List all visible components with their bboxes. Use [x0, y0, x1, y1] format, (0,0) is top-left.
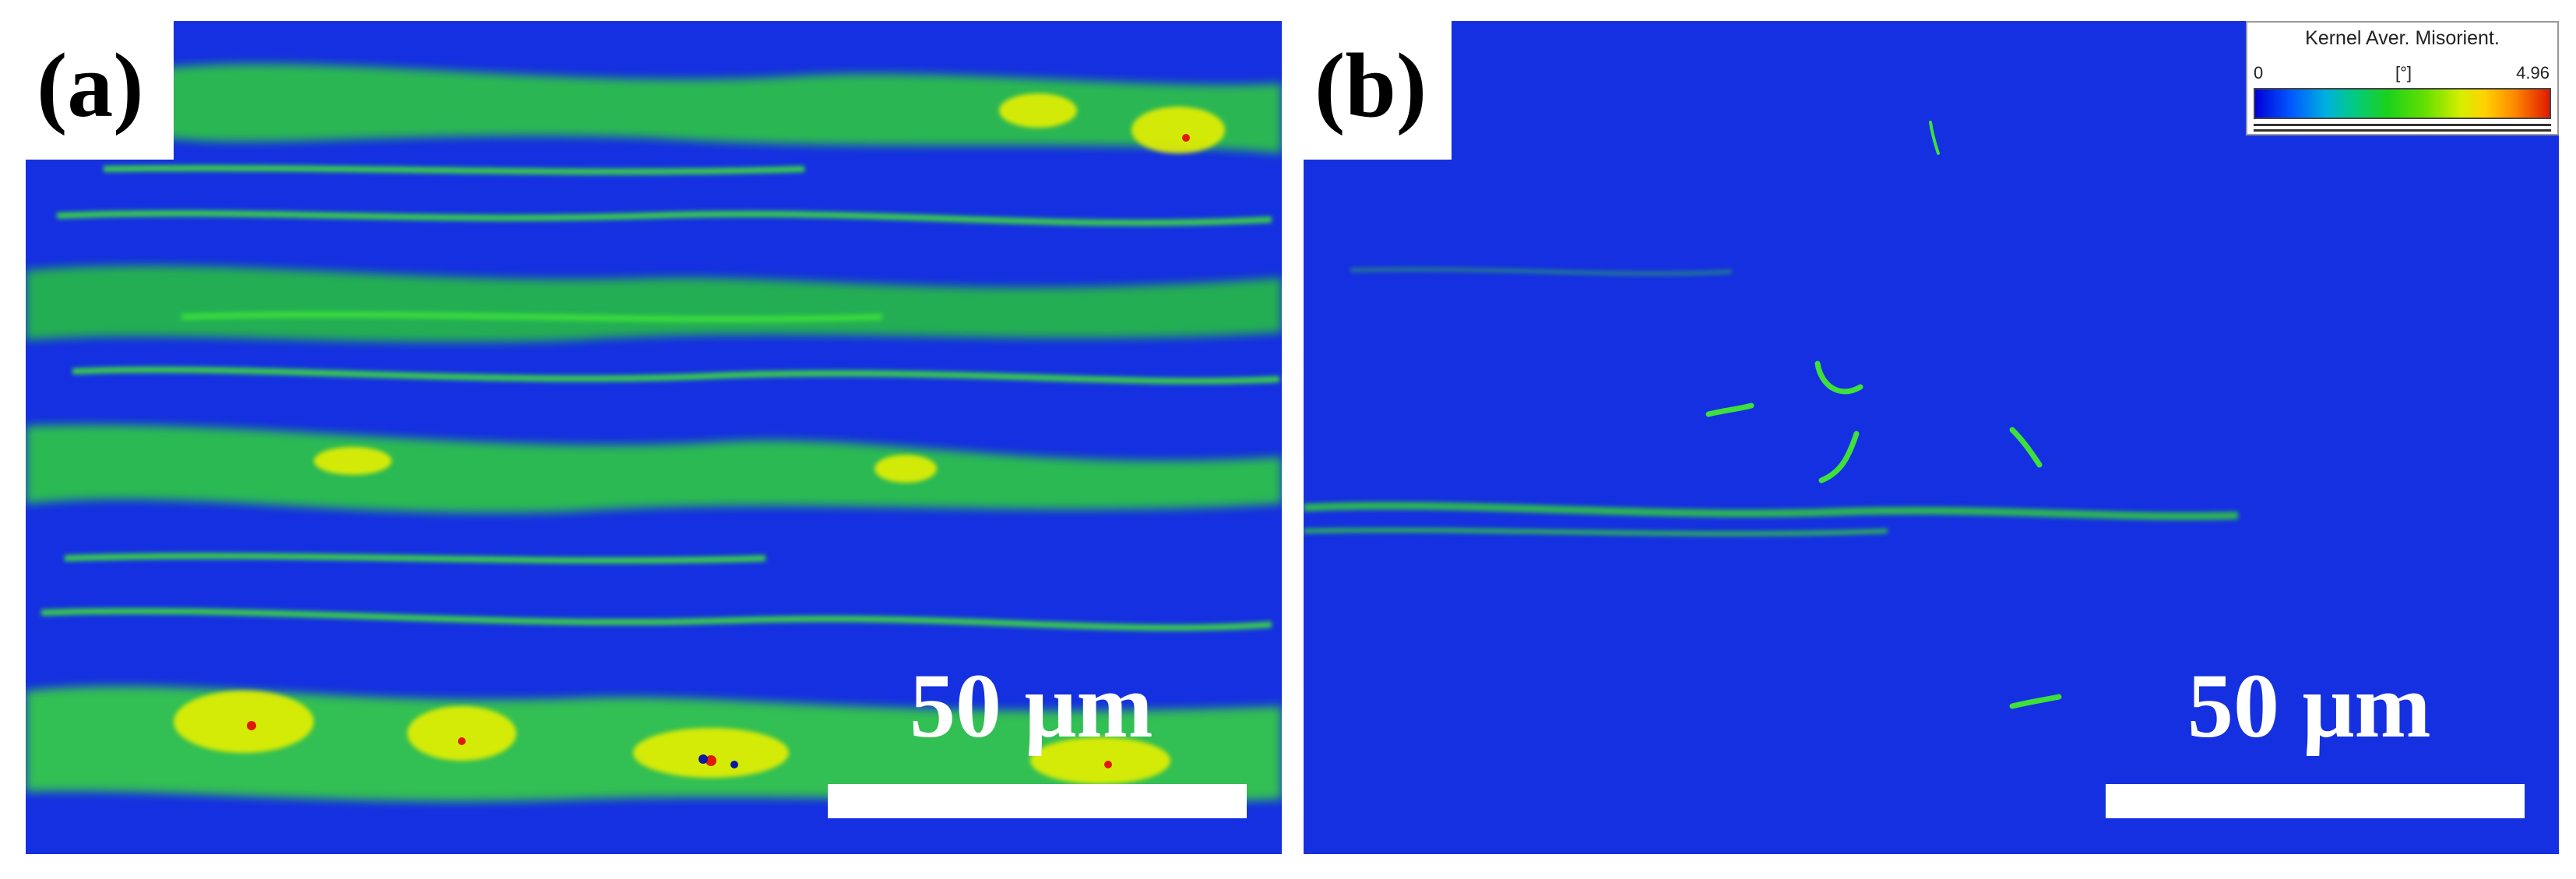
scale-bar-label-a: 50 μm	[910, 655, 1153, 757]
kam-map-a-image	[26, 21, 1282, 854]
scale-bar-a	[828, 784, 1247, 818]
legend-unit: [°]	[2395, 63, 2412, 83]
color-legend: Kernel Aver. Misorient. 0 [°] 4.96	[2246, 21, 2559, 135]
legend-divider-line	[2254, 129, 2551, 132]
panel-label-box-a: (a)	[26, 21, 174, 160]
legend-color-gradient	[2254, 88, 2551, 119]
panel-b-kam-map: (b) Kernel Aver. Misorient. 0 [°] 4.96 5…	[1304, 21, 2559, 854]
panel-label-b: (b)	[1314, 34, 1427, 136]
scale-bar-label-b: 50 μm	[2187, 655, 2431, 757]
legend-min-value: 0	[2254, 63, 2264, 83]
panel-a-kam-map: (a) 50 μm	[26, 21, 1282, 854]
legend-max-value: 4.96	[2516, 63, 2550, 83]
legend-divider-line	[2254, 124, 2551, 126]
scale-bar-b	[2106, 784, 2525, 818]
panel-label-a: (a)	[37, 34, 144, 136]
legend-title: Kernel Aver. Misorient.	[2305, 27, 2500, 49]
kam-map-b-image	[1304, 21, 2559, 854]
panel-label-box-b: (b)	[1304, 21, 1452, 160]
